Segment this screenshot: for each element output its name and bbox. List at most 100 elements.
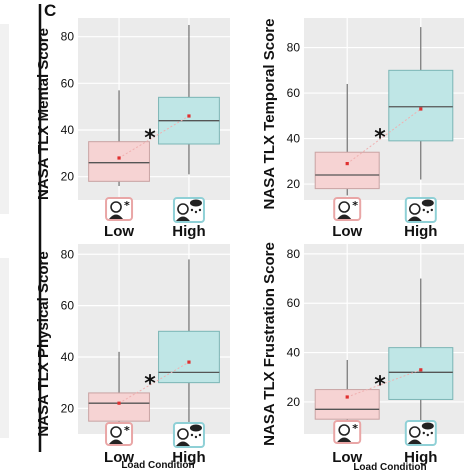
box-low — [314, 389, 380, 420]
y-axis-label: NASA TLX Temporal Score — [261, 19, 278, 210]
y-tick-label: 80 — [61, 247, 75, 261]
y-tick-label: 60 — [61, 299, 75, 313]
icon-head — [177, 428, 189, 440]
icon-body — [407, 439, 422, 444]
box-low — [88, 392, 150, 422]
x-axis-title-left: Load Condition — [121, 460, 194, 471]
icon-head — [177, 203, 189, 215]
y-tick-label: 60 — [61, 76, 75, 90]
significance-star: * — [374, 125, 386, 150]
icon-star: * — [352, 422, 358, 435]
icon-rain-drop — [190, 208, 194, 212]
y-tick-label: 40 — [61, 350, 75, 364]
person-with-storm-cloud-icon — [404, 420, 437, 446]
left-edge-shadow-top — [0, 24, 9, 214]
x-category-label-high: High — [404, 449, 437, 466]
chart-panel-2: 20 40 60 80 NASA TLX Temporal Score * * Low High — [261, 18, 464, 240]
person-with-storm-cloud-icon — [172, 197, 205, 223]
icon-rain-drop — [198, 208, 202, 212]
chart-panel-1: 20 40 60 80 NASA TLX Mental Score * * Low High — [35, 18, 230, 240]
x-category-label-low: Low — [104, 449, 134, 466]
x-category-label-high: High — [172, 449, 205, 466]
person-with-storm-cloud-icon — [172, 422, 205, 448]
y-axis-label: NASA TLX Frustration Score — [261, 242, 278, 446]
y-tick-label: 80 — [287, 247, 301, 261]
x-category-label-low: Low — [104, 223, 134, 240]
icon-rain-drop — [194, 435, 198, 439]
y-tick-label: 80 — [287, 41, 301, 55]
chart-panel-4: 20 40 60 80 NASA TLX Frustration Score * * Low H… — [261, 242, 464, 466]
icon-head — [408, 426, 421, 438]
person-with-small-star-icon: * — [333, 420, 362, 444]
icon-body — [175, 441, 190, 446]
icon-rain-drop — [190, 433, 194, 437]
x-category-label-low: Low — [332, 223, 362, 240]
mean-marker — [419, 368, 423, 372]
y-tick-label: 80 — [61, 30, 75, 44]
icon-rain-drop — [430, 431, 433, 435]
icon-star: * — [124, 199, 130, 212]
person-with-storm-cloud-icon — [404, 197, 437, 223]
mean-connector-line — [118, 361, 190, 404]
icon-body — [109, 439, 124, 444]
y-tick-label: 60 — [287, 296, 301, 310]
icon-rain-drop — [422, 431, 425, 435]
icon-rain-drop — [426, 210, 429, 214]
mean-marker — [187, 114, 191, 118]
y-tick-label: 40 — [287, 346, 301, 360]
y-tick-label: 40 — [287, 132, 301, 146]
left-edge-shadow-bottom — [0, 258, 9, 438]
significance-star: * — [374, 372, 386, 397]
icon-head — [338, 424, 351, 436]
icon-rain-drop — [198, 433, 202, 437]
mean-marker — [187, 360, 191, 364]
y-tick-label: 20 — [287, 395, 301, 409]
mean-marker — [345, 162, 349, 166]
x-category-label-low: Low — [332, 449, 362, 466]
mean-marker — [345, 395, 349, 399]
x-category-label-high: High — [404, 223, 437, 240]
panel-letter: C — [44, 1, 56, 20]
y-tick-label: 20 — [61, 170, 75, 184]
icon-star: * — [124, 424, 130, 437]
y-axis-label: NASA TLX Mental Score — [35, 28, 52, 200]
icon-star: * — [352, 199, 358, 212]
icon-rain-drop — [422, 208, 425, 212]
y-tick-label: 20 — [287, 177, 301, 191]
icon-body — [175, 216, 190, 221]
icon-cloud — [189, 424, 202, 432]
y-axis-label: NASA TLX Physical Score — [35, 251, 52, 436]
y-tick-label: 20 — [61, 401, 75, 415]
x-category-label-high: High — [172, 223, 205, 240]
icon-head — [338, 201, 351, 213]
mean-connector-line — [347, 369, 421, 398]
icon-body — [109, 214, 124, 219]
mean-connector-line — [346, 108, 422, 165]
significance-star: * — [144, 126, 156, 151]
person-with-small-star-icon: * — [333, 197, 362, 221]
icon-head — [110, 426, 122, 438]
icon-cloud — [421, 199, 434, 207]
y-tick-label: 60 — [287, 86, 301, 100]
icon-body — [407, 216, 422, 221]
icon-head — [408, 203, 421, 215]
icon-rain-drop — [430, 208, 433, 212]
icon-head — [110, 201, 122, 213]
chart-panel-3: 20 40 60 80 NASA TLX Physical Score * * Low High — [35, 244, 230, 466]
person-with-small-star-icon: * — [105, 422, 134, 446]
icon-body — [337, 437, 352, 442]
icon-rain-drop — [426, 433, 429, 437]
y-tick-label: 40 — [61, 123, 75, 137]
x-axis-title-right: Load Condition — [353, 462, 426, 473]
icon-rain-drop — [194, 210, 198, 214]
mean-marker — [117, 401, 121, 405]
box-low — [88, 141, 150, 182]
icon-cloud — [421, 422, 434, 430]
significance-star: * — [144, 372, 156, 397]
person-with-small-star-icon: * — [105, 197, 134, 221]
mean-connector-line — [118, 115, 190, 159]
box-high — [388, 347, 454, 400]
mean-marker — [117, 156, 121, 160]
icon-body — [337, 214, 352, 219]
